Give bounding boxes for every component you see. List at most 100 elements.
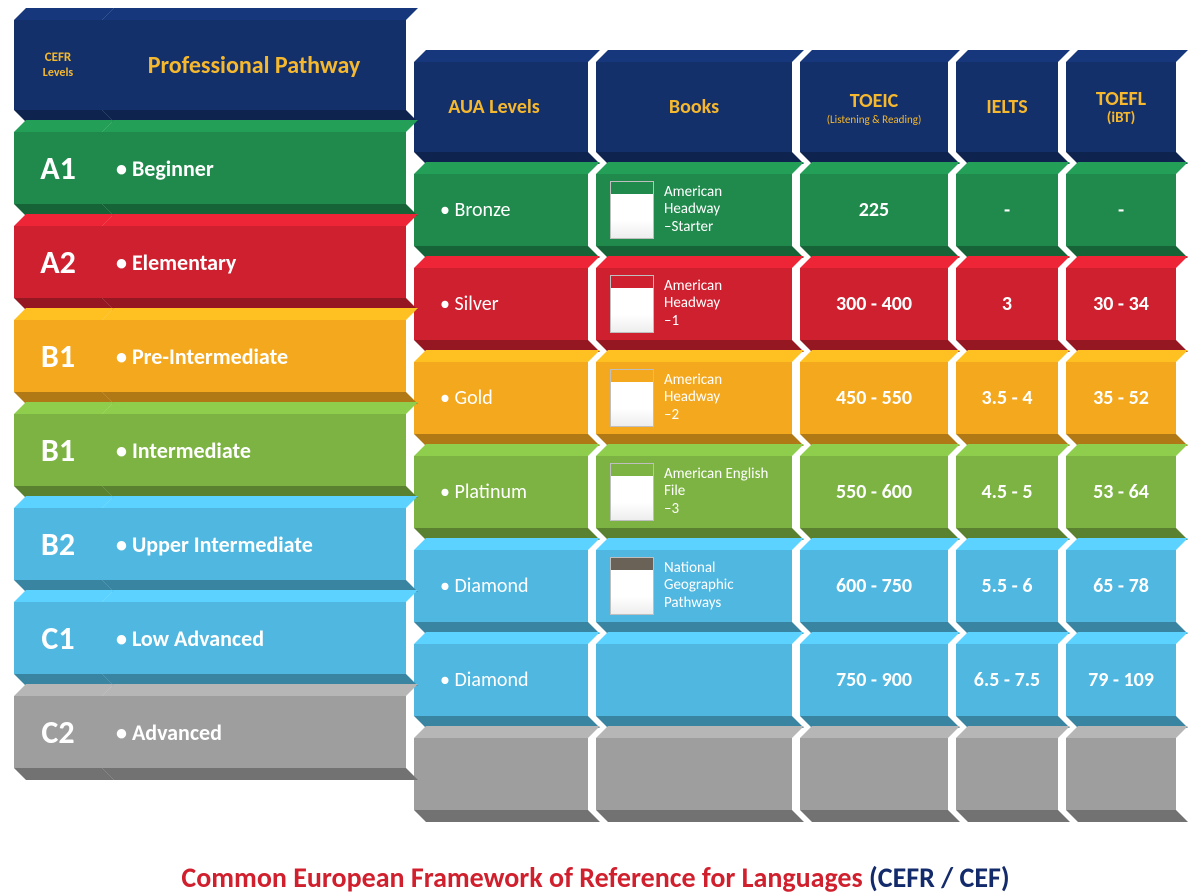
header-ielts: IELTS bbox=[956, 62, 1058, 152]
ielts-score: 6.5 - 7.5 bbox=[974, 668, 1040, 692]
cefr-level: A1 bbox=[40, 149, 76, 188]
header-toeic-label: TOEIC bbox=[850, 89, 899, 113]
cell-aua bbox=[414, 738, 588, 810]
toefl-score: 53 - 64 bbox=[1093, 480, 1149, 504]
cell-toeic bbox=[800, 738, 948, 810]
book-title: American Headway –Starter bbox=[664, 184, 778, 236]
cell-books: American Headway –Starter bbox=[596, 174, 792, 246]
header-toefl-label: TOEFL bbox=[1096, 88, 1146, 110]
toefl-score: 30 - 34 bbox=[1093, 292, 1149, 316]
cell-toeic: 300 - 400 bbox=[800, 268, 948, 340]
header-row: CEFR Levels Professional Pathway AUA Lev… bbox=[14, 20, 1177, 132]
toeic-score: 300 - 400 bbox=[836, 292, 912, 316]
cefr-level: B1 bbox=[41, 431, 75, 470]
toeic-score: 225 bbox=[859, 198, 889, 222]
toeic-score: 550 - 600 bbox=[836, 480, 912, 504]
cell-pathway: Upper Intermediate bbox=[102, 508, 406, 580]
caption-part2: (CEFR / CEF) bbox=[869, 860, 1010, 895]
cell-toeic: 225 bbox=[800, 174, 948, 246]
cell-pathway: Elementary bbox=[102, 226, 406, 298]
toeic-score: 750 - 900 bbox=[836, 668, 912, 692]
pathway-label: Advanced bbox=[116, 719, 222, 746]
cell-toefl: 35 - 52 bbox=[1066, 362, 1176, 434]
cell-aua: Platinum bbox=[414, 456, 588, 528]
cell-toefl: 65 - 78 bbox=[1066, 550, 1176, 622]
aua-level: Diamond bbox=[440, 574, 529, 598]
ielts-score: 4.5 - 5 bbox=[982, 480, 1033, 504]
ielts-score: 3 bbox=[1002, 292, 1012, 316]
cefr-level: B2 bbox=[41, 525, 75, 564]
book-title: American Headway –2 bbox=[664, 372, 778, 424]
header-toefl: TOEFL (iBT) bbox=[1066, 62, 1176, 152]
cell-cefr: B1 bbox=[14, 414, 102, 486]
book-thumb bbox=[610, 369, 654, 427]
aua-level: Gold bbox=[440, 386, 493, 410]
aua-level: Platinum bbox=[440, 480, 527, 504]
book-thumb bbox=[610, 557, 654, 615]
header-aua-label: AUA Levels bbox=[448, 95, 540, 119]
cell-aua: Diamond bbox=[414, 644, 588, 716]
toefl-score: 35 - 52 bbox=[1093, 386, 1149, 410]
book-title: National Geographic Pathways bbox=[664, 560, 778, 612]
cell-pathway: Advanced bbox=[102, 696, 406, 768]
cell-books: American Headway –2 bbox=[596, 362, 792, 434]
cell-books: American Headway –1 bbox=[596, 268, 792, 340]
cell-books: American English File –3 bbox=[596, 456, 792, 528]
cell-toeic: 550 - 600 bbox=[800, 456, 948, 528]
ielts-score: 5.5 - 6 bbox=[982, 574, 1033, 598]
toefl-score: - bbox=[1118, 198, 1124, 222]
caption: Common European Framework of Reference f… bbox=[14, 860, 1177, 895]
cell-toeic: 600 - 750 bbox=[800, 550, 948, 622]
header-cefr-label: CEFR bbox=[45, 50, 72, 66]
book-title: American English File –3 bbox=[664, 466, 778, 518]
aua-level: Bronze bbox=[440, 198, 510, 222]
book-thumb bbox=[610, 275, 654, 333]
header-books: Books bbox=[596, 62, 792, 152]
cell-ielts: 4.5 - 5 bbox=[956, 456, 1058, 528]
pathway-label: Upper Intermediate bbox=[116, 531, 313, 558]
cell-ielts: 6.5 - 7.5 bbox=[956, 644, 1058, 716]
header-cefr-sub: Levels bbox=[43, 66, 73, 80]
header-cefr: CEFR Levels bbox=[14, 20, 102, 110]
cell-toefl: 30 - 34 bbox=[1066, 268, 1176, 340]
cell-cefr: C2 bbox=[14, 696, 102, 768]
cell-toefl: - bbox=[1066, 174, 1176, 246]
pathway-label: Intermediate bbox=[116, 437, 251, 464]
cell-toefl: 79 - 109 bbox=[1066, 644, 1176, 716]
book-thumb bbox=[610, 463, 654, 521]
ielts-score: - bbox=[1004, 198, 1010, 222]
cell-toefl bbox=[1066, 738, 1176, 810]
cell-pathway: Pre-Intermediate bbox=[102, 320, 406, 392]
cell-aua: Silver bbox=[414, 268, 588, 340]
cell-ielts: 3 bbox=[956, 268, 1058, 340]
cell-pathway: Beginner bbox=[102, 132, 406, 204]
cell-toeic: 450 - 550 bbox=[800, 362, 948, 434]
pathway-label: Low Advanced bbox=[116, 625, 264, 652]
cell-ielts: 3.5 - 4 bbox=[956, 362, 1058, 434]
header-toeic-sub: (Listening & Reading) bbox=[827, 113, 922, 126]
rows-container: A1 Beginner Bronze American Headway –Starte… bbox=[14, 132, 1177, 790]
header-ielts-label: IELTS bbox=[986, 95, 1027, 119]
cell-pathway: Low Advanced bbox=[102, 602, 406, 674]
cell-cefr: A2 bbox=[14, 226, 102, 298]
header-pathway-label: Professional Pathway bbox=[148, 51, 361, 80]
header-aua: AUA Levels bbox=[414, 62, 588, 152]
cell-cefr: C1 bbox=[14, 602, 102, 674]
book-thumb bbox=[610, 181, 654, 239]
cefr-chart: CEFR Levels Professional Pathway AUA Lev… bbox=[14, 20, 1177, 790]
ielts-score: 3.5 - 4 bbox=[982, 386, 1033, 410]
cell-aua: Bronze bbox=[414, 174, 588, 246]
pathway-label: Elementary bbox=[116, 249, 236, 276]
cell-toefl: 53 - 64 bbox=[1066, 456, 1176, 528]
header-toeic: TOEIC (Listening & Reading) bbox=[800, 62, 948, 152]
cell-cefr: B1 bbox=[14, 320, 102, 392]
cell-cefr: B2 bbox=[14, 508, 102, 580]
caption-part1: Common European Framework of Reference f… bbox=[181, 860, 869, 895]
cell-books bbox=[596, 644, 792, 716]
pathway-label: Pre-Intermediate bbox=[116, 343, 288, 370]
cell-toeic: 750 - 900 bbox=[800, 644, 948, 716]
cell-pathway: Intermediate bbox=[102, 414, 406, 486]
cell-ielts: 5.5 - 6 bbox=[956, 550, 1058, 622]
cell-ielts bbox=[956, 738, 1058, 810]
cefr-level: A2 bbox=[40, 243, 76, 282]
